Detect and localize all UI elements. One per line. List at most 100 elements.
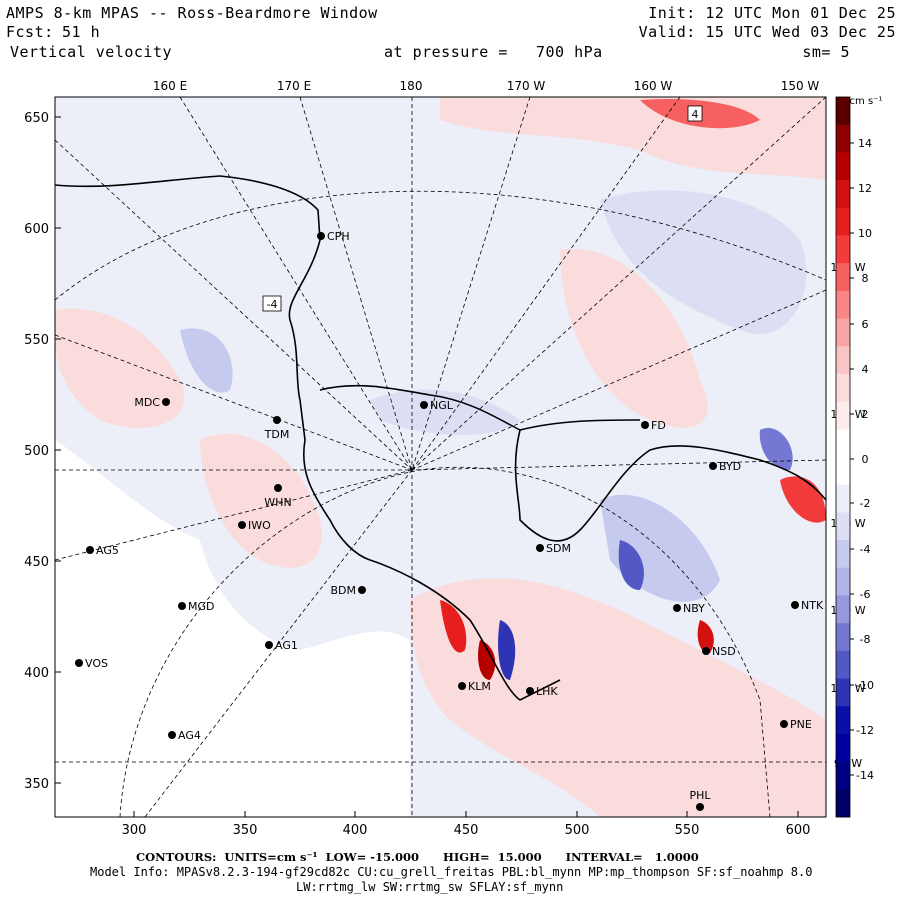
colorbar-segment	[836, 263, 850, 292]
top-lon-label: 170 W	[507, 79, 546, 93]
level-label: at pressure =	[384, 43, 508, 61]
station-marker[interactable]: MDC	[134, 396, 170, 409]
neg-field-center	[370, 389, 520, 435]
colorbar-frame	[835, 96, 851, 818]
colorbar-label: 4	[862, 363, 869, 376]
forecast-hours: 51 h	[62, 23, 101, 41]
colorbar-segment	[836, 484, 850, 513]
station-marker[interactable]: AG5	[86, 544, 119, 557]
x-tick-label: 300	[122, 823, 147, 838]
contour-label-neg: -4	[262, 295, 282, 312]
colorbar-segment	[836, 678, 850, 707]
station-label: BYD	[719, 460, 741, 473]
colorbar-label: -10	[856, 679, 874, 692]
top-lon-label: 160 W	[634, 79, 673, 93]
station-label: AG1	[275, 639, 298, 652]
colorbar-label: -8	[860, 633, 871, 646]
strong-band-blue	[498, 620, 516, 680]
colorbar-segment	[836, 567, 850, 596]
station-marker[interactable]: CPH	[317, 230, 350, 243]
x-tick-label: 600	[786, 823, 811, 838]
top-lon-label: 150 W	[781, 79, 820, 93]
station-marker[interactable]: AG1	[265, 639, 298, 652]
colorbar-segment	[836, 401, 850, 430]
y-tick-label: 600	[24, 222, 49, 237]
station-label: VOS	[85, 657, 108, 670]
station-marker[interactable]: MGD	[178, 600, 215, 613]
neg-field-upper-right	[600, 190, 807, 334]
colorbar-label: 6	[862, 318, 869, 331]
init-time: Init: 12 UTC Mon 01 Dec 25	[648, 4, 896, 22]
colorbar-label: -4	[860, 543, 871, 556]
y-tick-label: 400	[24, 666, 49, 681]
station-marker[interactable]: NTK	[791, 599, 824, 612]
station-marker[interactable]: TDM	[264, 416, 290, 441]
colorbar-label: 2	[862, 408, 869, 421]
physics-info: LW:rrtmg_lw SW:rrtmg_sw SFLAY:sf_mynn	[296, 880, 564, 894]
top-lon-label: 180	[400, 79, 423, 93]
model-info: Model Info: MPASv8.2.3-194-gf29cd82c CU:…	[90, 865, 813, 879]
meridian	[55, 334, 413, 471]
map-border	[54, 96, 827, 818]
latitude-circle	[55, 190, 826, 301]
station-marker[interactable]: PHL	[689, 789, 711, 811]
forecast-label: Fcst:	[6, 23, 54, 41]
meridian	[411, 289, 826, 471]
station-marker[interactable]: KLM	[458, 680, 491, 693]
station-marker[interactable]: NSD	[702, 645, 736, 658]
meridian	[144, 469, 413, 817]
station-label: TDM	[264, 428, 290, 441]
smoothing: sm= 5	[802, 43, 850, 61]
variable-name: Vertical velocity	[10, 43, 173, 61]
station-marker[interactable]: PNE	[780, 718, 812, 731]
colorbar-segment	[836, 97, 850, 125]
station-label: NBY	[683, 602, 705, 615]
station-label: NGL	[430, 399, 454, 412]
station-marker[interactable]: SDM	[536, 542, 571, 555]
pos-field-left	[55, 308, 185, 428]
station-marker[interactable]: BDM	[330, 584, 366, 597]
stations-layer: CPH MDC NGL TDM WHN IWO AG5 MGD AG1 VOS AG4 BDM SDM F…	[75, 230, 824, 811]
station-marker[interactable]: LHK	[526, 685, 558, 698]
pos-field-center	[200, 433, 322, 568]
colorbar-segment	[836, 180, 850, 209]
coastline	[55, 175, 826, 701]
colorbar-label: 8	[862, 272, 869, 285]
colorbar-segment	[836, 650, 850, 679]
colorbar-segment	[836, 318, 850, 347]
station-label: FD	[651, 419, 666, 432]
x-tick-label: 450	[454, 823, 479, 838]
station-label: IWO	[248, 519, 271, 532]
colorbar-units: cm s⁻¹	[850, 96, 883, 107]
contours-info: CONTOURS: UNITS=cm s⁻¹ LOW= -15.000 HIGH…	[136, 850, 699, 864]
svg-text:-4: -4	[267, 298, 278, 311]
colorbar-segment	[836, 373, 850, 402]
top-lon-label: 160 E	[153, 79, 187, 93]
neg-field-left	[180, 328, 233, 393]
station-label: NTK	[801, 599, 824, 612]
station-label: WHN	[264, 496, 291, 509]
colorbar-segment	[836, 346, 850, 375]
strong-band-blue-3	[759, 428, 793, 470]
station-marker[interactable]: NBY	[673, 602, 705, 615]
zero-field-region	[55, 440, 410, 817]
station-marker[interactable]: WHN	[264, 484, 292, 509]
colorbar-segment	[836, 429, 850, 458]
station-marker[interactable]: VOS	[75, 657, 108, 670]
station-marker[interactable]: IWO	[238, 519, 271, 532]
colorbar-segment	[836, 512, 850, 541]
meridian	[55, 469, 413, 561]
colorbar-segment	[836, 457, 850, 485]
colorbar-segment	[836, 706, 850, 735]
y-tick-label: 450	[24, 555, 49, 570]
station-marker[interactable]: AG4	[168, 729, 201, 742]
x-tick-label: 500	[565, 823, 590, 838]
pos-field-right	[560, 248, 708, 428]
valid-time: Valid: 15 UTC Wed 03 Dec 25	[638, 23, 896, 41]
station-label: NSD	[712, 645, 736, 658]
station-marker[interactable]: FD	[641, 419, 666, 432]
strong-band-red-3	[697, 620, 714, 655]
station-marker[interactable]: NGL	[420, 399, 454, 412]
station-marker[interactable]: BYD	[709, 460, 741, 473]
